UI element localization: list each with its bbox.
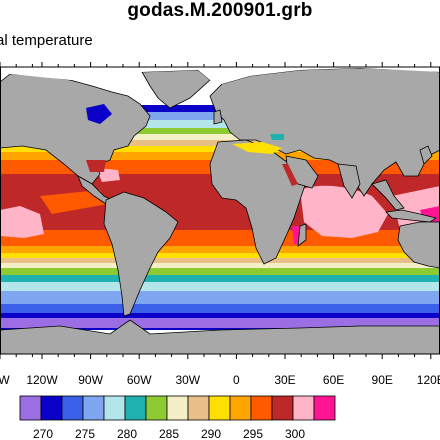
- band-south-284: [0, 275, 440, 283]
- gulf-of-mexico: [86, 160, 106, 172]
- colorbar: [19, 395, 336, 421]
- colorbar-label: 285: [159, 427, 179, 440]
- lon-label: W: [0, 373, 10, 387]
- colorbar-bin: [292, 395, 315, 421]
- indonesia: [385, 209, 437, 223]
- colorbar-labels: 270 275 280 285 290 295 300: [33, 427, 305, 440]
- band-south-275: [0, 304, 440, 314]
- band-south-282: [0, 282, 440, 292]
- black-sea: [270, 134, 284, 140]
- colorbar-bin: [271, 395, 294, 421]
- lon-label: 90E: [372, 373, 393, 387]
- land-masses: [0, 67, 440, 354]
- lon-label: 0: [233, 373, 240, 387]
- band-north-288: [0, 134, 440, 141]
- map-subtitle: al temperature: [0, 32, 93, 49]
- lon-label: 120W: [26, 373, 58, 387]
- mediterranean-sea: [232, 142, 282, 154]
- colorbar-bin: [40, 395, 63, 421]
- warm-pool-indian: [300, 185, 388, 238]
- colorbar-bin: [187, 395, 210, 421]
- colorbar-label: 290: [201, 427, 221, 440]
- colorbar-bin: [82, 395, 105, 421]
- arctic-no-data: [0, 67, 440, 84]
- japan: [419, 145, 433, 165]
- lon-labels: W 120W 90W 60W 30W 0 30E 60E 90E 120E: [0, 373, 440, 387]
- band-north-282: [0, 120, 440, 130]
- lon-ticks: [0, 62, 432, 359]
- hudson-bay: [86, 104, 112, 124]
- map-area: [0, 67, 440, 354]
- lon-label: 60E: [323, 373, 344, 387]
- lon-label: 60W: [127, 373, 152, 387]
- band-south-265: [0, 318, 440, 328]
- band-south-285: [0, 268, 440, 276]
- south-america: [103, 191, 179, 317]
- lon-label: 30E: [274, 373, 295, 387]
- antarctica: [0, 319, 440, 354]
- band-south-290: [0, 258, 440, 264]
- colorbar-bin: [250, 395, 273, 421]
- band-south-292: [0, 253, 440, 259]
- colorbar-label: 280: [117, 427, 137, 440]
- north-america: [0, 73, 151, 185]
- cool-tongue-east-pacific: [40, 190, 108, 214]
- madagascar: [297, 223, 307, 247]
- band-south-288: [0, 263, 440, 269]
- colorbar-bin: [19, 395, 42, 421]
- band-south-280: [0, 291, 440, 305]
- colorbar-bin: [208, 395, 231, 421]
- australia: [397, 221, 440, 269]
- colorbar-bin: [313, 395, 336, 421]
- warm-pool-south-pacific: [0, 206, 44, 238]
- colorbar-bin: [61, 395, 84, 421]
- africa: [209, 139, 307, 265]
- colorbar-bin: [103, 395, 126, 421]
- colorbar-bin: [229, 395, 252, 421]
- british-isles: [213, 109, 223, 125]
- colorbar-label: 300: [285, 427, 305, 440]
- colorbar-label: 270: [33, 427, 53, 440]
- lon-label: 30W: [175, 373, 200, 387]
- map-title: godas.M.200901.grb: [127, 0, 313, 21]
- red-sea: [282, 164, 298, 186]
- southeast-asia: [371, 179, 405, 211]
- colorbar-label: 275: [75, 427, 95, 440]
- lon-label: 120E: [417, 373, 440, 387]
- india: [337, 163, 361, 199]
- colorbar-bin: [166, 395, 189, 421]
- lon-label: 90W: [78, 373, 103, 387]
- colorbar-bin: [124, 395, 147, 421]
- colorbar-label: 295: [243, 427, 263, 440]
- band-north-285: [0, 128, 440, 136]
- band-south-294: [0, 246, 440, 255]
- colorbar-bin: [145, 395, 168, 421]
